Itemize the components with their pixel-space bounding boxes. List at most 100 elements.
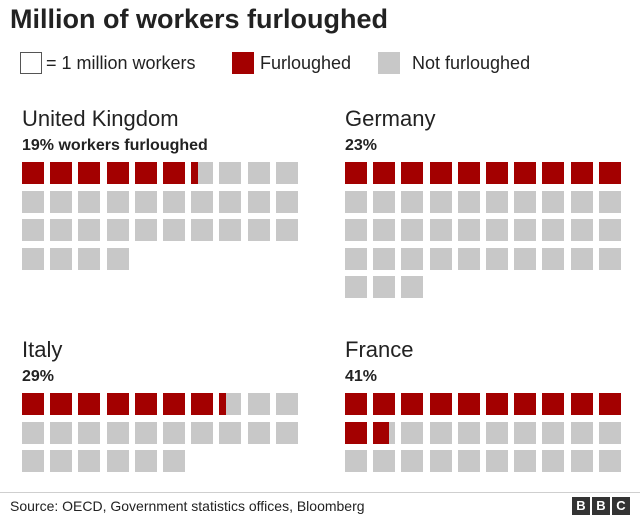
waffle-cell-furloughed <box>22 393 44 415</box>
waffle-cell <box>50 247 73 270</box>
waffle-cell <box>429 191 452 214</box>
waffle-cell-furloughed <box>514 162 537 184</box>
waffle-cell <box>373 393 396 415</box>
waffle-cell <box>598 393 621 415</box>
waffle-cell-furloughed <box>50 393 73 415</box>
waffle-cell-furloughed <box>191 393 214 415</box>
waffle-cell <box>106 191 129 214</box>
waffle-cell-furloughed <box>373 393 396 415</box>
waffle-cell <box>373 275 396 298</box>
waffle-cell <box>570 450 593 473</box>
waffle-cell <box>514 162 537 184</box>
waffle-cell <box>570 422 593 445</box>
waffle-cell <box>275 219 298 242</box>
waffle-cell <box>345 275 367 298</box>
waffle-cell <box>163 450 185 473</box>
legend-not-furloughed-label: Not furloughed <box>412 53 531 73</box>
waffle-cell <box>598 162 621 184</box>
waffle-cell-furloughed <box>514 393 537 415</box>
waffle-cell <box>570 162 593 184</box>
waffle-cell <box>50 450 73 473</box>
waffle-cell <box>134 219 157 242</box>
waffle-cell <box>542 393 565 415</box>
legend-furloughed-swatch <box>232 52 254 74</box>
chart-title: Million of workers furloughed <box>10 4 388 34</box>
waffle-cell <box>570 191 593 214</box>
waffle-cell-furloughed <box>373 162 396 184</box>
waffle-cell <box>373 191 396 214</box>
waffle-cell <box>191 422 214 445</box>
waffle-cell <box>219 162 242 184</box>
waffle-cell <box>22 219 44 242</box>
waffle-cell <box>514 191 537 214</box>
waffle-cell <box>22 247 44 270</box>
waffle-cell <box>163 422 185 445</box>
waffle-cell-furloughed <box>78 393 101 415</box>
waffle-cell <box>598 219 621 242</box>
waffle-cell <box>401 247 424 270</box>
waffle-cell <box>78 450 101 473</box>
waffle-cell <box>401 219 424 242</box>
waffle-cell <box>486 450 508 473</box>
waffle-cell <box>429 219 452 242</box>
source-note: Source: OECD, Government statistics offi… <box>10 498 365 514</box>
waffle-cell <box>219 422 242 445</box>
waffle-cell <box>345 393 367 415</box>
waffle-cell <box>486 422 508 445</box>
waffle-cell <box>457 393 480 415</box>
waffle-cell <box>78 162 101 184</box>
waffle-cell <box>373 219 396 242</box>
waffle-cell <box>163 191 185 214</box>
waffle-cell-furloughed <box>219 393 226 415</box>
waffle-cell <box>275 422 298 445</box>
waffle-cell <box>345 162 367 184</box>
waffle-cell <box>247 219 270 242</box>
waffle-cell <box>486 393 508 415</box>
waffle-cell-furloughed <box>373 422 389 445</box>
waffle-cell-furloughed <box>598 162 621 184</box>
waffle-cell <box>401 422 424 445</box>
waffle-cell-furloughed <box>134 162 157 184</box>
waffle-cell <box>598 422 621 445</box>
waffle-cell <box>514 393 537 415</box>
waffle-cell <box>486 219 508 242</box>
waffle-cell <box>106 393 129 415</box>
waffle-cell <box>163 393 185 415</box>
waffle-cell-furloughed <box>106 162 129 184</box>
waffle-cell <box>22 162 44 184</box>
waffle-cell <box>22 191 44 214</box>
waffle-cell <box>163 219 185 242</box>
waffle-cell <box>134 450 157 473</box>
waffle-cell <box>429 422 452 445</box>
bbc-logo-letter: C <box>612 497 630 515</box>
waffle-cell <box>401 162 424 184</box>
waffle-cell <box>106 422 129 445</box>
waffle-cell <box>457 450 480 473</box>
waffle-cell <box>219 393 242 415</box>
country-label: France <box>345 337 414 362</box>
waffle-cell <box>457 191 480 214</box>
waffle-cell-furloughed <box>486 162 508 184</box>
waffle-cell <box>486 247 508 270</box>
waffle-cell <box>542 450 565 473</box>
waffle-cell <box>486 191 508 214</box>
waffle-cell <box>401 191 424 214</box>
waffle-cell-furloughed <box>542 162 565 184</box>
waffle-cell <box>106 162 129 184</box>
waffle-cell <box>50 162 73 184</box>
waffle-cell <box>514 450 537 473</box>
footer-divider <box>0 492 640 493</box>
waffle-cell-furloughed <box>134 393 157 415</box>
waffle-cell <box>275 162 298 184</box>
legend: = 1 million workers Furloughed Not furlo… <box>20 50 620 74</box>
waffle-cell <box>542 162 565 184</box>
waffle-cell-furloughed <box>163 393 185 415</box>
waffle-cell <box>486 162 508 184</box>
waffle-cell-furloughed <box>191 162 198 184</box>
waffle-cell-furloughed <box>401 162 424 184</box>
waffle-cell <box>191 219 214 242</box>
bbc-logo-letter: B <box>572 497 590 515</box>
waffle-cell <box>134 422 157 445</box>
waffle-cell <box>373 247 396 270</box>
waffle-cell <box>457 422 480 445</box>
